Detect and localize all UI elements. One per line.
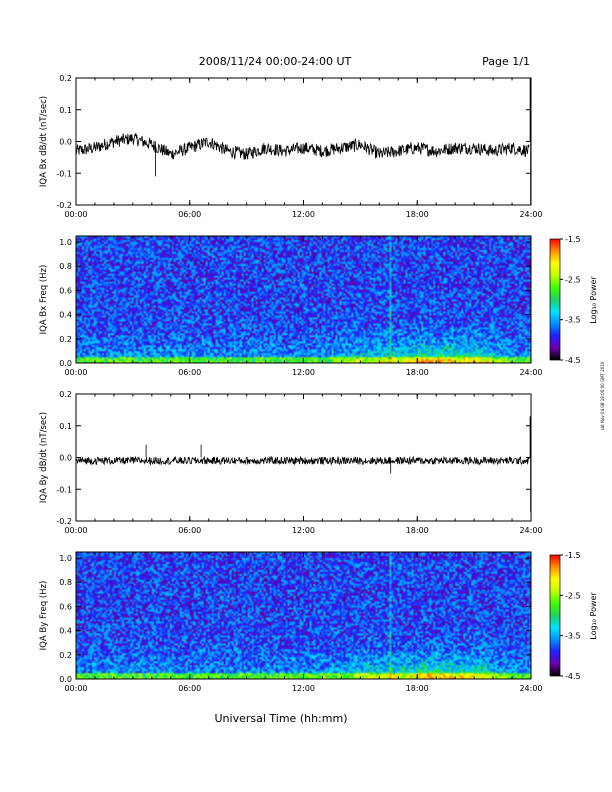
x-tick-label: 18:00 bbox=[406, 368, 429, 377]
colorbar-1: Log₁₀ Power bbox=[589, 276, 598, 324]
x-tick-label: 06:00 bbox=[178, 368, 201, 377]
colorbar-tick-label: -1.5 bbox=[565, 551, 581, 560]
colorbar-tick-label: -1.5 bbox=[565, 235, 581, 244]
y-axis-label: IQA Bx Freq (Hz) bbox=[39, 265, 49, 335]
figure-title: 2008/11/24 00:00-24:00 UT bbox=[199, 55, 352, 68]
x-tick-label: 18:00 bbox=[406, 684, 429, 693]
x-tick-label: 24:00 bbox=[519, 368, 542, 377]
x-tick-label: 18:00 bbox=[406, 210, 429, 219]
y-axis-label: IQA By Freq (Hz) bbox=[39, 581, 49, 651]
y-tick-label: 0.0 bbox=[59, 454, 72, 463]
colorbar-label: Log₁₀ Power bbox=[589, 592, 598, 640]
x-tick-label: 24:00 bbox=[519, 526, 542, 535]
y-tick-label: 0.1 bbox=[59, 106, 72, 115]
x-tick-label: 06:00 bbox=[178, 210, 201, 219]
x-tick-label: 00:00 bbox=[64, 210, 87, 219]
y-tick-label: -0.2 bbox=[56, 201, 72, 210]
colorbar-tick-label: -2.5 bbox=[565, 275, 581, 284]
colorbar-tick-label: -4.5 bbox=[565, 672, 581, 681]
x-tick-label: 12:00 bbox=[292, 526, 315, 535]
panel-bx-timeseries: IQA Bx dB/dt (nT/sec) bbox=[39, 77, 532, 206]
y-tick-label: 0.0 bbox=[59, 675, 72, 684]
x-tick-label: 06:00 bbox=[178, 526, 201, 535]
colorbar-strip bbox=[549, 554, 561, 677]
y-tick-label: 0.4 bbox=[59, 627, 72, 636]
colorbar-label: Log₁₀ Power bbox=[589, 276, 598, 324]
y-tick-label: 0.2 bbox=[59, 335, 72, 344]
y-tick-label: 0.6 bbox=[59, 602, 72, 611]
panel-3-frame bbox=[75, 393, 532, 522]
x-tick-label: 00:00 bbox=[64, 684, 87, 693]
x-tick-label: 00:00 bbox=[64, 368, 87, 377]
y-tick-label: 0.0 bbox=[59, 138, 72, 147]
y-tick-label: 0.2 bbox=[59, 651, 72, 660]
y-tick-label: 0.2 bbox=[59, 390, 72, 399]
x-tick-label: 06:00 bbox=[178, 684, 201, 693]
y-tick-label: -0.2 bbox=[56, 517, 72, 526]
series-line bbox=[75, 416, 531, 512]
x-tick-label: 00:00 bbox=[64, 526, 87, 535]
y-tick-label: 0.4 bbox=[59, 311, 72, 320]
x-tick-label: 24:00 bbox=[519, 684, 542, 693]
y-axis-label: IQA Bx dB/dt (nT/sec) bbox=[39, 96, 49, 187]
y-tick-label: 0.6 bbox=[59, 286, 72, 295]
page-indicator: Page 1/1 bbox=[482, 55, 530, 68]
colorbar-strip bbox=[549, 238, 561, 361]
y-tick-label: -0.1 bbox=[56, 169, 72, 178]
colorbar-tick-label: -3.5 bbox=[565, 632, 581, 641]
colorbar-tick-label: -2.5 bbox=[565, 591, 581, 600]
spectrogram-image bbox=[76, 552, 531, 679]
panel-by-timeseries: IQA By dB/dt (nT/sec) bbox=[39, 393, 532, 522]
spectrogram-image bbox=[76, 236, 531, 363]
y-tick-label: -0.1 bbox=[56, 485, 72, 494]
y-tick-label: 0.2 bbox=[59, 74, 72, 83]
y-tick-label: 0.8 bbox=[59, 262, 72, 271]
x-tick-label: 12:00 bbox=[292, 368, 315, 377]
x-tick-label: 12:00 bbox=[292, 684, 315, 693]
x-tick-label: 12:00 bbox=[292, 210, 315, 219]
x-tick-label: 24:00 bbox=[519, 210, 542, 219]
x-tick-label: 18:00 bbox=[406, 526, 429, 535]
y-axis-label: IQA By dB/dt (nT/sec) bbox=[39, 412, 49, 503]
y-tick-label: 0.8 bbox=[59, 578, 72, 587]
colorbar-tick-label: -4.5 bbox=[565, 356, 581, 365]
x-axis-title: Universal Time (hh:mm) bbox=[215, 712, 348, 725]
timestamp-stamp: sat Nov 04 08 18:00:00 GMT 2010 bbox=[600, 361, 605, 430]
series-line bbox=[75, 78, 531, 205]
y-tick-label: 1.0 bbox=[59, 238, 72, 247]
colorbar-2: Log₁₀ Power bbox=[589, 592, 598, 640]
y-tick-label: 0.1 bbox=[59, 422, 72, 431]
colorbar-tick-label: -3.5 bbox=[565, 316, 581, 325]
y-tick-label: 1.0 bbox=[59, 554, 72, 563]
y-tick-label: 0.0 bbox=[59, 359, 72, 368]
